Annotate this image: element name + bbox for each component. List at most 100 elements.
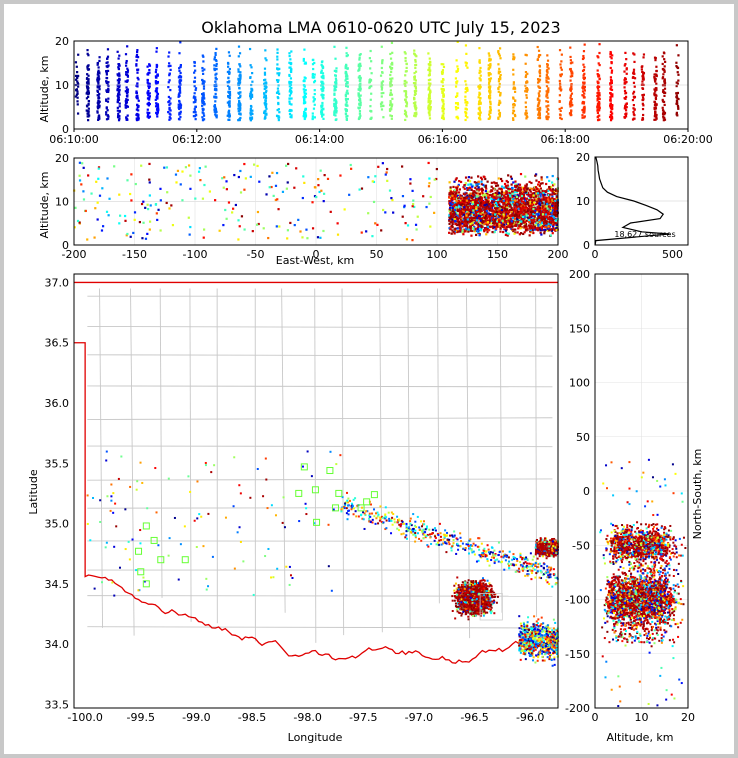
time-height-point <box>249 94 252 98</box>
time-height-point <box>415 113 418 116</box>
time-height-point <box>313 79 317 83</box>
time-height-point <box>85 91 89 95</box>
ew-point <box>478 234 481 237</box>
ew-point <box>500 185 504 188</box>
ew-point <box>552 222 555 225</box>
time-height-point <box>663 116 666 119</box>
time-height-point <box>488 91 492 94</box>
time-height-point <box>497 90 500 93</box>
ew-point <box>156 218 159 222</box>
time-height-point <box>290 109 293 112</box>
time-height-point <box>168 108 171 111</box>
time-height-point <box>545 90 548 93</box>
time-height-point <box>333 93 336 96</box>
time-height-point <box>596 94 599 98</box>
time-height-point <box>611 54 614 57</box>
ew-point <box>148 162 151 166</box>
time-height-point <box>118 117 121 120</box>
time-height-point <box>311 63 315 66</box>
time-height-point <box>168 79 171 82</box>
ew-point <box>275 171 279 175</box>
time-height-point <box>388 65 392 68</box>
time-height-point <box>168 74 171 77</box>
time-height-point <box>389 100 392 103</box>
time-height-point <box>228 118 231 121</box>
time-height-point <box>98 92 101 96</box>
time-height-point <box>87 92 90 96</box>
time-height-point <box>479 111 482 114</box>
ew-point <box>134 182 137 186</box>
ew-point <box>508 208 512 212</box>
ew-point <box>511 225 514 228</box>
time-height-point <box>415 111 418 114</box>
time-height-point <box>497 103 500 106</box>
time-height-point <box>334 106 337 109</box>
time-height-point <box>154 98 157 101</box>
time-height-point <box>569 89 573 92</box>
time-height-point <box>654 80 657 83</box>
ew-point <box>293 223 296 227</box>
time-height-point <box>537 49 541 52</box>
time-height-point <box>559 87 562 90</box>
time-height-point <box>239 71 242 74</box>
time-height-point <box>441 72 444 76</box>
ew-point <box>519 227 522 230</box>
time-height-point <box>96 61 100 65</box>
ew-point <box>473 181 476 184</box>
time-height-point <box>537 116 540 120</box>
ew-point <box>97 177 100 180</box>
ew-point <box>503 182 507 186</box>
time-height-point <box>456 117 460 120</box>
ew-point <box>299 230 302 233</box>
time-height-point <box>632 117 635 120</box>
ew-point <box>231 211 234 214</box>
time-height-point <box>179 104 183 107</box>
time-height-point <box>512 87 515 90</box>
ew-point <box>336 222 339 225</box>
time-height-point <box>454 85 458 88</box>
time-height-point <box>477 96 480 99</box>
time-height-point <box>582 106 586 109</box>
time-height-point <box>334 84 337 87</box>
ew-point <box>474 201 478 204</box>
time-height-point <box>358 53 361 57</box>
ew-point <box>506 184 509 187</box>
time-height-point <box>97 118 100 122</box>
time-height-point <box>97 114 100 118</box>
ew-point <box>414 223 418 226</box>
time-height-point <box>390 114 393 118</box>
time-height-point <box>357 117 361 121</box>
time-height-point <box>389 114 392 117</box>
time-height-point <box>359 62 362 65</box>
time-height-point <box>124 104 127 107</box>
time-height-point <box>136 112 139 116</box>
time-height-point <box>213 56 216 59</box>
time-height-point <box>536 81 540 84</box>
time-height-point <box>583 43 586 46</box>
time-height-point <box>118 105 121 108</box>
time-height-point <box>126 114 129 117</box>
time-height-point <box>321 113 324 116</box>
time-height-point <box>155 64 159 67</box>
ew-point <box>416 215 419 218</box>
time-height-point <box>117 119 121 122</box>
time-height-point <box>497 72 500 75</box>
ew-point <box>317 184 320 187</box>
ew-point <box>285 164 288 167</box>
ew-point <box>524 175 527 178</box>
time-height-point <box>413 114 416 117</box>
time-height-point <box>178 67 181 70</box>
time-height-point <box>370 92 373 95</box>
time-height-point <box>441 105 444 108</box>
time-height-ytick: 20 <box>55 35 69 48</box>
ew-point <box>542 228 545 232</box>
time-height-point <box>389 82 392 85</box>
time-height-point <box>194 105 197 109</box>
time-height-point <box>136 114 139 117</box>
time-height-point <box>86 73 89 76</box>
time-height-point <box>333 97 336 101</box>
time-height-point <box>498 101 502 104</box>
time-height-point <box>487 83 491 86</box>
time-height-point <box>404 100 408 103</box>
